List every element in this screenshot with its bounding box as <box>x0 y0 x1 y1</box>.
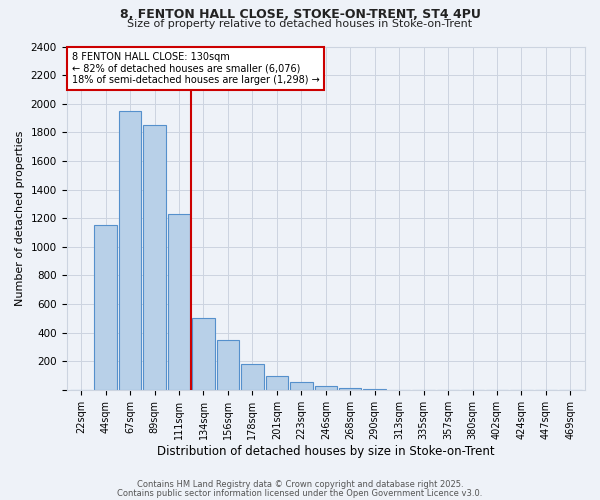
Text: Contains HM Land Registry data © Crown copyright and database right 2025.: Contains HM Land Registry data © Crown c… <box>137 480 463 489</box>
Bar <box>364 389 386 390</box>
Bar <box>143 125 166 390</box>
Bar <box>168 214 190 390</box>
Text: 8, FENTON HALL CLOSE, STOKE-ON-TRENT, ST4 4PU: 8, FENTON HALL CLOSE, STOKE-ON-TRENT, ST… <box>119 8 481 20</box>
Bar <box>314 386 337 390</box>
Text: Contains public sector information licensed under the Open Government Licence v3: Contains public sector information licen… <box>118 488 482 498</box>
Bar <box>290 382 313 390</box>
Text: Size of property relative to detached houses in Stoke-on-Trent: Size of property relative to detached ho… <box>127 19 473 29</box>
Bar <box>217 340 239 390</box>
Bar <box>266 376 288 390</box>
Text: 8 FENTON HALL CLOSE: 130sqm
← 82% of detached houses are smaller (6,076)
18% of : 8 FENTON HALL CLOSE: 130sqm ← 82% of det… <box>72 52 319 85</box>
Bar <box>119 111 142 390</box>
Bar <box>192 318 215 390</box>
Bar <box>339 388 361 390</box>
X-axis label: Distribution of detached houses by size in Stoke-on-Trent: Distribution of detached houses by size … <box>157 444 494 458</box>
Bar <box>241 364 263 390</box>
Bar <box>94 226 117 390</box>
Y-axis label: Number of detached properties: Number of detached properties <box>15 130 25 306</box>
